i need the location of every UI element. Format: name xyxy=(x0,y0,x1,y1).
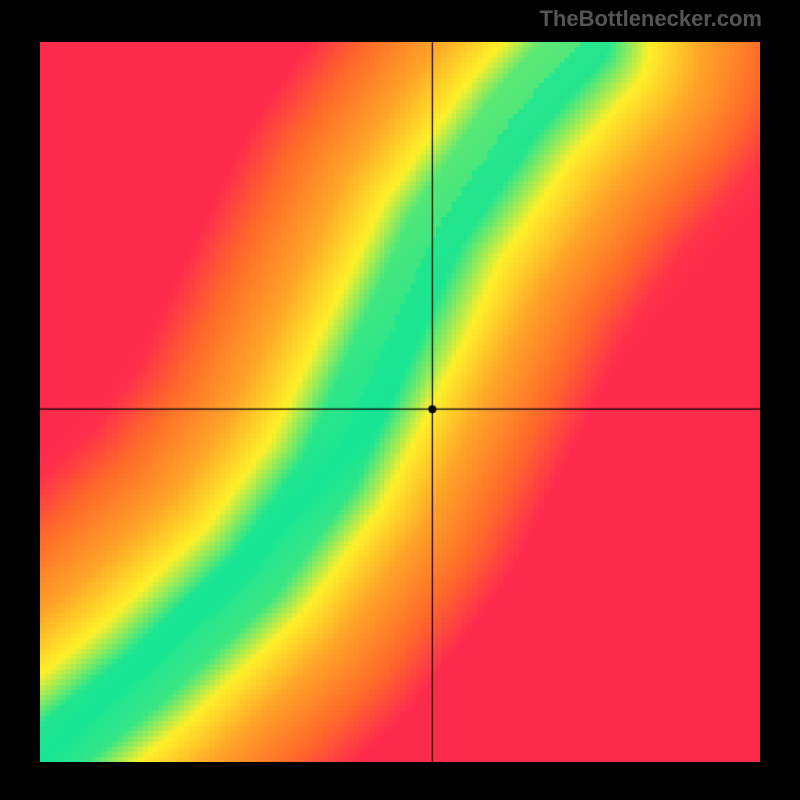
watermark-text: TheBottlenecker.com xyxy=(539,6,762,32)
